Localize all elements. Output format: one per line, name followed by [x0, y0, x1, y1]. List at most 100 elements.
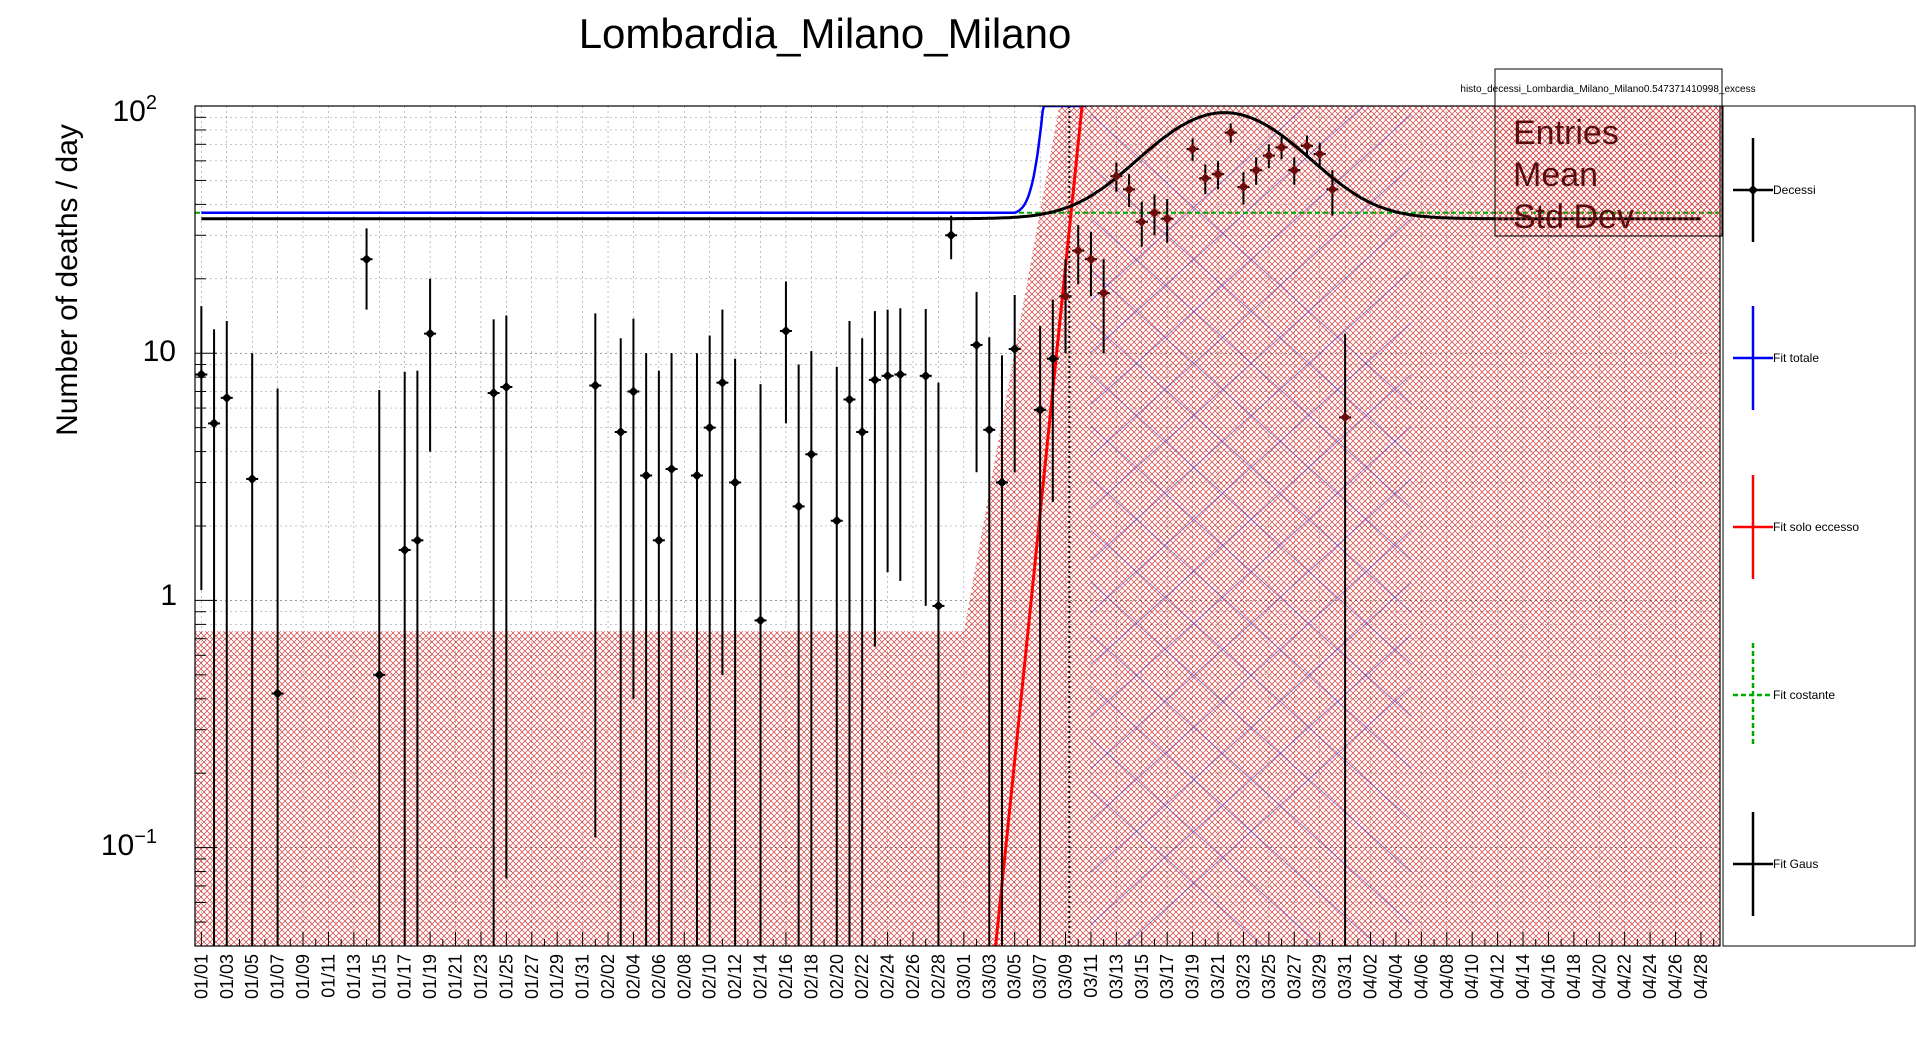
x-tick-label: 03/27 — [1284, 954, 1304, 999]
point-marker — [780, 325, 791, 336]
x-tick-label: 02/24 — [878, 954, 898, 999]
x-tick-label: 04/18 — [1564, 954, 1584, 999]
point-marker — [488, 388, 499, 399]
data-point — [1148, 194, 1161, 236]
point-marker — [653, 535, 664, 546]
x-tick-label: 03/23 — [1233, 954, 1253, 999]
data-point — [1237, 172, 1250, 205]
x-tick-label: 02/08 — [674, 954, 694, 999]
x-tick-label: 04/24 — [1640, 954, 1660, 999]
fit-eccesso-curve — [994, 106, 1084, 946]
excess-hatch-band — [195, 106, 1720, 946]
data-point — [1288, 157, 1301, 185]
point-marker — [1213, 169, 1224, 180]
legend-entry: Decessi — [1733, 138, 1816, 242]
chart-title: Lombardia_Milano_Milano — [579, 10, 1072, 57]
data-point — [970, 291, 983, 473]
data-point — [1135, 201, 1148, 247]
point-marker — [1136, 216, 1147, 227]
point-marker — [209, 418, 220, 429]
data-point — [983, 337, 996, 946]
point-marker — [984, 424, 995, 435]
hatch-line — [1090, 374, 1412, 665]
point-marker — [946, 230, 957, 241]
hatch-line — [1090, 218, 1412, 509]
point-marker — [1289, 165, 1300, 176]
point-marker — [1301, 140, 1312, 151]
point-marker — [1111, 171, 1122, 182]
point-marker — [895, 369, 906, 380]
data-point — [995, 355, 1008, 946]
x-tick-label: 02/28 — [928, 954, 948, 999]
hatch-line — [1090, 582, 1412, 873]
point-marker — [501, 381, 512, 392]
x-tick-label: 01/15 — [369, 954, 389, 999]
point-marker — [247, 473, 258, 484]
x-tick-label: 01/31 — [573, 954, 593, 999]
data-point — [411, 370, 424, 946]
x-tick-label: 04/10 — [1462, 954, 1482, 999]
x-tick-label: 03/19 — [1183, 954, 1203, 999]
x-tick-labels: 01/01 01/03 01/05 01/07 01/09 01/11 01/13 01/15… — [191, 954, 1711, 999]
x-tick-label: 03/17 — [1157, 954, 1177, 999]
data-point — [589, 313, 602, 838]
point-marker — [1009, 343, 1020, 354]
x-tick-label: 02/14 — [751, 954, 771, 999]
x-tick-label: 01/27 — [522, 954, 542, 999]
hatch-line — [1123, 686, 1412, 946]
data-point — [1212, 160, 1225, 190]
hatch-line — [1090, 106, 1364, 353]
y-tick-label-1: 1 — [160, 579, 177, 612]
point-marker — [971, 339, 982, 350]
hatch-line — [1090, 790, 1264, 946]
point-marker — [1327, 184, 1338, 195]
point-marker — [1238, 182, 1249, 193]
point-marker — [1251, 165, 1262, 176]
point-marker — [615, 427, 626, 438]
point-marker — [666, 464, 677, 475]
stats-box: histo_decessi_Lombardia_Milano_Milano0.5… — [1460, 68, 1756, 237]
data-point — [1186, 138, 1199, 161]
x-tick-label: 02/06 — [649, 954, 669, 999]
data-point — [805, 351, 818, 946]
point-marker — [857, 427, 868, 438]
hatch-line — [1090, 166, 1412, 457]
data-point — [1123, 174, 1136, 208]
x-tick-label: 04/12 — [1488, 954, 1508, 999]
point-marker — [1073, 245, 1084, 256]
data-point — [1275, 136, 1288, 160]
x-tick-label: 02/02 — [598, 954, 618, 999]
point-marker — [1149, 207, 1160, 218]
point-marker — [1225, 127, 1236, 138]
data-point — [1034, 325, 1047, 946]
hatch-line — [1090, 738, 1322, 946]
x-tick-label: 02/16 — [776, 954, 796, 999]
point-marker — [1060, 291, 1071, 302]
data-point — [1008, 294, 1021, 473]
point-marker — [399, 544, 410, 555]
data-point — [1161, 199, 1174, 243]
point-marker — [1085, 254, 1096, 265]
data-point — [627, 318, 640, 699]
hatch-line — [1090, 322, 1412, 613]
data-point — [868, 311, 881, 647]
fit-uncertainty-hatch — [1090, 106, 1412, 946]
decessi-points — [195, 123, 1352, 946]
x-tick-label: 01/11 — [318, 954, 338, 998]
data-point — [843, 320, 856, 946]
data-point — [1046, 299, 1059, 503]
data-point — [1199, 164, 1212, 195]
data-point — [271, 388, 284, 946]
x-tick-label: 04/20 — [1589, 954, 1609, 999]
data-point — [830, 366, 843, 946]
point-marker — [361, 254, 372, 265]
y-tick-label-100: 102 — [113, 92, 158, 128]
legend-entry: Fit solo eccesso — [1733, 475, 1859, 579]
point-marker — [412, 535, 423, 546]
axis-ticks — [195, 105, 1715, 947]
x-tick-label: 01/09 — [293, 954, 313, 999]
point-marker — [1263, 150, 1274, 161]
point-marker — [1340, 412, 1351, 423]
x-tick-label: 01/21 — [446, 954, 466, 999]
